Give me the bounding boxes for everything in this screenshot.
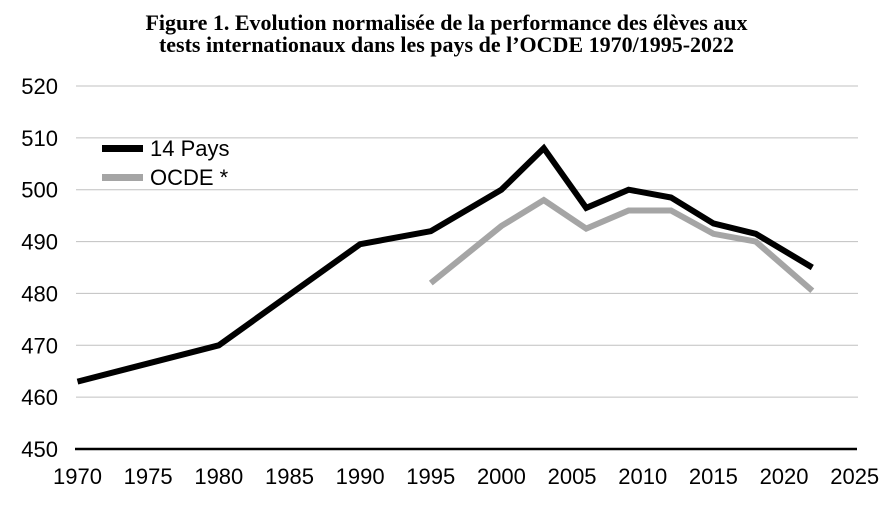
legend-swatch-14-pays bbox=[102, 145, 143, 152]
legend-label-14-pays: 14 Pays bbox=[150, 135, 230, 161]
legend-swatch-ocde bbox=[102, 174, 143, 181]
chart-legend: 14 Pays OCDE * bbox=[102, 134, 230, 192]
x-tick-label-2020: 2020 bbox=[760, 464, 809, 489]
x-tick-label-1985: 1985 bbox=[265, 464, 314, 489]
y-tick-label-450: 450 bbox=[21, 437, 58, 462]
chart-title: Figure 1. Evolution normalisée de la per… bbox=[0, 12, 893, 56]
series-line-14-pays bbox=[76, 143, 814, 385]
legend-label-ocde: OCDE * bbox=[150, 164, 229, 190]
x-tick-label-2025: 2025 bbox=[830, 464, 879, 489]
legend-item-ocde: OCDE * bbox=[102, 163, 230, 192]
y-tick-label-510: 510 bbox=[21, 126, 58, 151]
x-tick-label-1990: 1990 bbox=[336, 464, 385, 489]
x-tick-label-1995: 1995 bbox=[406, 464, 455, 489]
x-tick-label-2015: 2015 bbox=[689, 464, 738, 489]
x-tick-label-1980: 1980 bbox=[194, 464, 243, 489]
x-tick-label-1975: 1975 bbox=[124, 464, 173, 489]
chart-title-line1: Figure 1. Evolution normalisée de la per… bbox=[145, 10, 748, 35]
y-tick-label-480: 480 bbox=[21, 281, 58, 306]
x-tick-label-2000: 2000 bbox=[477, 464, 526, 489]
legend-item-14-pays: 14 Pays bbox=[102, 134, 230, 163]
x-tick-label-1970: 1970 bbox=[53, 464, 102, 489]
y-tick-label-500: 500 bbox=[21, 178, 58, 203]
y-tick-label-460: 460 bbox=[21, 385, 58, 410]
chart-title-line2: tests internationaux dans les pays de l’… bbox=[158, 32, 735, 57]
y-tick-label-470: 470 bbox=[21, 333, 58, 358]
x-tick-label-2010: 2010 bbox=[618, 464, 667, 489]
y-tick-label-490: 490 bbox=[21, 230, 58, 255]
y-tick-label-520: 520 bbox=[21, 74, 58, 99]
x-tick-label-2005: 2005 bbox=[548, 464, 597, 489]
series-line-ocde bbox=[428, 196, 815, 294]
